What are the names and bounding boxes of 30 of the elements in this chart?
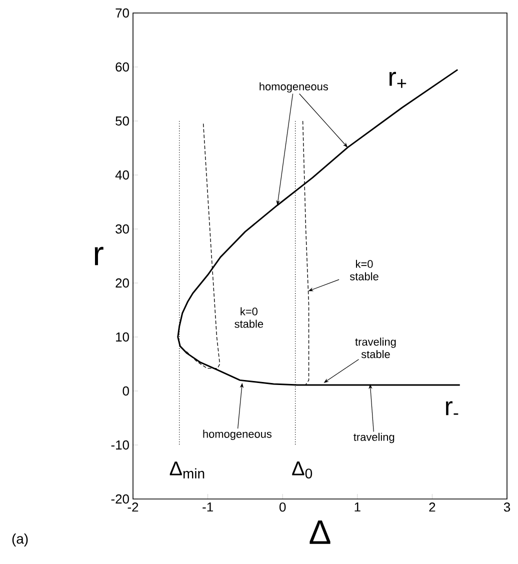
x-tick-label: 0	[279, 502, 286, 512]
annotation: r$_{+}$	[389, 72, 406, 88]
y-tick-label: 20	[116, 278, 129, 288]
y-tick-label: 60	[116, 62, 129, 72]
y-tick-label: 50	[116, 116, 129, 126]
annotation: r$_{-}$	[446, 401, 458, 416]
y-tick-label: 30	[116, 224, 129, 234]
annotation: homogeneous	[203, 430, 272, 440]
x-tick-label: 2	[429, 502, 436, 512]
annotation: Δ$_{min}$	[170, 462, 204, 478]
annotation: traveling stable	[355, 338, 396, 358]
x-axis-title: Δ	[310, 520, 330, 544]
annotation: Δ$_{0}$	[292, 462, 312, 478]
x-tick-label: -1	[202, 502, 213, 512]
annotation: homogeneous	[260, 82, 328, 93]
line-series	[185, 123, 220, 369]
y-tick-label: -20	[111, 494, 129, 504]
annotation: traveling	[354, 432, 394, 444]
y-tick-label: 0	[122, 386, 129, 396]
y-tick-label: 40	[115, 170, 129, 180]
text: (a)	[12, 533, 28, 546]
x-tick-label: -2	[128, 502, 138, 512]
x-tick-label: 1	[354, 502, 360, 512]
y-tick-label: 10	[116, 332, 129, 342]
y-tick-label: -10	[111, 440, 129, 450]
y-tick-label: 70	[116, 8, 129, 18]
x-tick-label: 3	[504, 502, 510, 512]
annotation: k=0 stable	[234, 307, 264, 328]
annotation: k=0 stable	[350, 260, 378, 280]
y-axis-title: r	[94, 246, 104, 266]
